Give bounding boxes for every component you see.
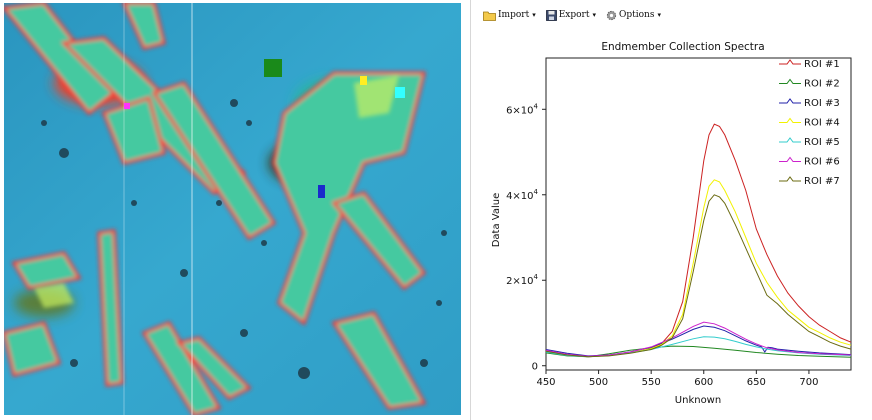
y-tick-label: 0: [532, 362, 538, 373]
legend-swatch: [779, 98, 801, 104]
x-tick-label: 550: [642, 377, 661, 388]
roi-marker-yellow[interactable]: [360, 76, 367, 85]
chevron-down-icon: ▾: [592, 11, 596, 19]
series-line-roi-7: [545, 194, 852, 358]
y-tick-label: 2×104: [506, 273, 538, 287]
legend: ROI #1 ROI #2 ROI #3 ROI #4 ROI #5 ROI #6 ROI …: [779, 59, 840, 187]
options-button[interactable]: Options ▾: [606, 10, 661, 21]
series-line-roi-6: [545, 321, 852, 357]
legend-label: ROI #5: [804, 137, 840, 148]
spectra-chart[interactable]: Endmember Collection Spectra 450 500 550 60…: [471, 30, 872, 415]
y-tick-label: 4×104: [506, 188, 538, 202]
chevron-down-icon: ▾: [532, 11, 536, 19]
save-disk-icon: [545, 9, 557, 21]
series-line-roi-3: [545, 325, 852, 357]
legend-swatch: [779, 156, 801, 162]
roi-marker-blue[interactable]: [318, 185, 325, 198]
roi-marker-magenta[interactable]: [124, 103, 130, 109]
micrograph-image[interactable]: [4, 3, 461, 415]
legend-swatch: [779, 137, 801, 143]
roi-marker-cyan[interactable]: [395, 87, 405, 98]
x-tick-label: 500: [589, 377, 608, 388]
toolbar: Import ▾ Export ▾ Options ▾: [471, 3, 872, 27]
series-line-roi-4: [545, 179, 852, 358]
legend-label: ROI #3: [804, 98, 840, 109]
import-label: Import: [498, 10, 530, 20]
series-layer: [545, 123, 852, 358]
legend-label: ROI #2: [804, 79, 840, 90]
x-tick-label: 600: [694, 377, 713, 388]
legend-label: ROI #4: [804, 118, 840, 129]
roi-marker-green[interactable]: [264, 59, 282, 77]
image-view[interactable]: [4, 3, 461, 415]
export-label: Export: [558, 10, 590, 20]
export-button[interactable]: Export ▾: [545, 9, 596, 21]
import-button[interactable]: Import ▾: [483, 10, 536, 21]
x-tick-label: 650: [747, 377, 766, 388]
legend-swatch: [779, 59, 801, 65]
plot-frame: [545, 57, 852, 371]
chart-title: Endmember Collection Spectra: [601, 41, 764, 53]
y-tick-label: 6×104: [506, 102, 538, 116]
plot-axes: 450 500 550 600 650 700 0 2×104 4×104 6×104: [506, 57, 852, 388]
spectra-panel: Import ▾ Export ▾ Options ▾ Endmember Co…: [470, 0, 872, 420]
x-axis-label: Unknown: [675, 395, 721, 406]
legend-swatch: [779, 117, 801, 123]
options-label: Options: [618, 10, 655, 20]
legend-label: ROI #1: [804, 59, 840, 70]
gear-icon: [606, 10, 617, 21]
legend-label: ROI #7: [804, 176, 840, 187]
chevron-down-icon: ▾: [657, 11, 661, 19]
y-axis-label: Data Value: [491, 193, 502, 248]
legend-swatch: [779, 78, 801, 84]
legend-swatch: [779, 176, 801, 182]
x-tick-label: 450: [536, 377, 555, 388]
folder-icon: [483, 10, 496, 21]
legend-label: ROI #6: [804, 157, 840, 168]
x-tick-label: 700: [799, 377, 818, 388]
